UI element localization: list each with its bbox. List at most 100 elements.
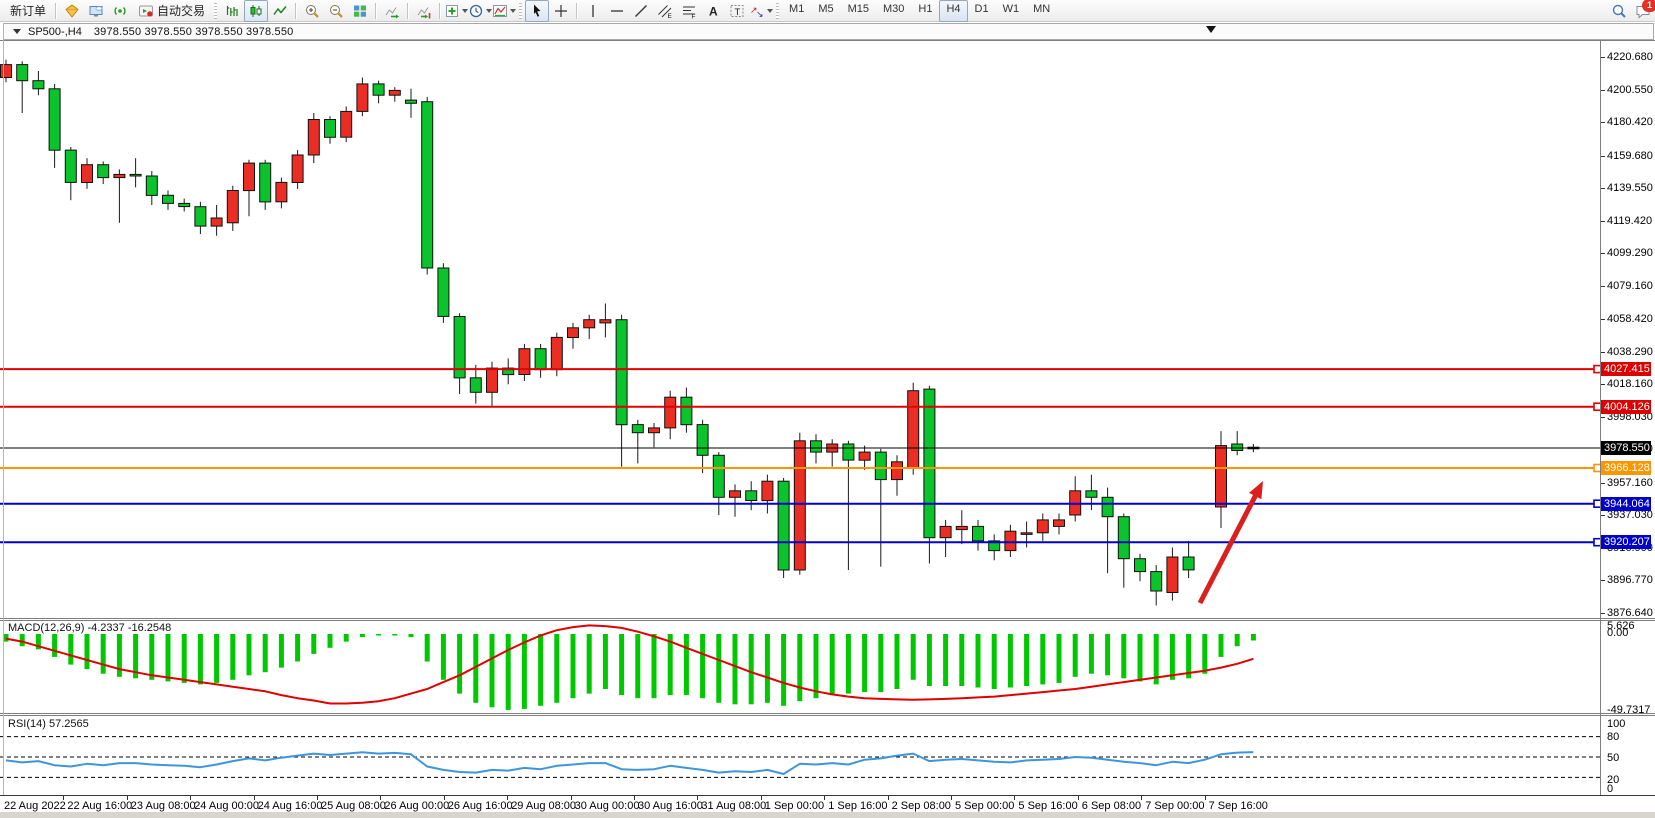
virtual-hosting-button[interactable] bbox=[84, 0, 108, 22]
candle-body bbox=[162, 194, 174, 204]
candle bbox=[826, 439, 839, 467]
channel-button[interactable]: E bbox=[653, 0, 677, 22]
svg-text:E: E bbox=[668, 13, 673, 19]
bar-chart-button[interactable] bbox=[220, 0, 244, 22]
trend-arrow-head[interactable] bbox=[1249, 481, 1263, 500]
candle bbox=[518, 343, 531, 381]
hline-handle[interactable] bbox=[1593, 463, 1600, 473]
horizontal-line-3944.064[interactable] bbox=[0, 499, 1600, 509]
rsi-axis-label: 20 bbox=[1607, 774, 1620, 786]
trend-arrow[interactable] bbox=[1197, 481, 1263, 605]
timeframe-m15-button[interactable]: M15 bbox=[847, 2, 869, 15]
candle-body bbox=[1036, 519, 1049, 534]
macd-histogram-bar bbox=[230, 634, 236, 680]
price-axis-tick bbox=[1601, 351, 1605, 353]
line-chart-button[interactable] bbox=[268, 0, 292, 22]
macd-histogram-bar bbox=[473, 634, 479, 703]
text-button[interactable]: A bbox=[701, 0, 725, 22]
trend-arrow-shaft[interactable] bbox=[1197, 490, 1260, 605]
horizontal-line-button[interactable] bbox=[605, 0, 629, 22]
macd-histogram-bar bbox=[635, 634, 641, 699]
horizontal-line-4004.126[interactable] bbox=[0, 402, 1600, 412]
macd-histogram-bar bbox=[214, 634, 220, 683]
tile-windows-button[interactable] bbox=[348, 0, 372, 22]
horizontal-line-4027.415[interactable] bbox=[0, 364, 1600, 374]
crosshair-icon bbox=[555, 4, 568, 17]
candle-body bbox=[388, 89, 401, 96]
horizontal-line-3920.207[interactable] bbox=[0, 537, 1600, 547]
rsi-label: RSI(14) 57.2565 bbox=[8, 718, 89, 730]
candle-body bbox=[615, 319, 628, 426]
macd-histogram-bar bbox=[959, 634, 965, 686]
candle-body bbox=[939, 525, 952, 539]
horizontal-line-3966.128[interactable] bbox=[0, 463, 1600, 473]
candle bbox=[1231, 431, 1244, 456]
timeframe-w1-button[interactable]: W1 bbox=[1002, 2, 1020, 15]
candle-body bbox=[97, 164, 110, 179]
hline-handle[interactable] bbox=[1593, 499, 1600, 509]
candle bbox=[1020, 521, 1033, 548]
chart-shift-marker-icon[interactable] bbox=[1206, 26, 1216, 33]
candle bbox=[437, 263, 450, 323]
timeframe-m1-button[interactable]: M1 bbox=[789, 2, 805, 15]
candle-body bbox=[81, 164, 93, 183]
hline-handle[interactable] bbox=[1593, 537, 1600, 547]
candle-body bbox=[437, 267, 450, 317]
candle-body bbox=[324, 119, 336, 138]
chart-title-bar: SP500-,H4 3978.550 3978.550 3978.550 397… bbox=[3, 23, 1654, 40]
timeframe-h4-button[interactable]: H4 bbox=[939, 0, 968, 22]
time-label: 25 Aug 08:00 bbox=[321, 800, 386, 812]
time-label: 26 Aug 16:00 bbox=[447, 800, 513, 812]
candlestick-button[interactable] bbox=[244, 0, 269, 22]
candle bbox=[858, 445, 871, 470]
label-button[interactable]: T bbox=[725, 0, 749, 22]
chart-shift-button[interactable] bbox=[412, 0, 436, 22]
auto-trading-button[interactable]: 自动交易 bbox=[132, 0, 211, 22]
collapse-chart-icon[interactable] bbox=[13, 29, 21, 34]
macd-histogram-bar bbox=[52, 634, 58, 657]
time-axis-tick bbox=[126, 796, 128, 800]
new-order-button[interactable]: 新订单 bbox=[4, 0, 52, 22]
candles-icon bbox=[248, 3, 264, 19]
rsi-axis-label: 100 bbox=[1607, 717, 1626, 730]
price-tick-label: 3876.640 bbox=[1607, 606, 1653, 619]
macd-histogram-bar bbox=[343, 634, 349, 642]
mql5-community-button[interactable] bbox=[60, 0, 84, 22]
cursor-button[interactable] bbox=[525, 0, 550, 22]
indicators-button[interactable] bbox=[492, 0, 517, 22]
arrows-button[interactable]: ↗ ↘ bbox=[749, 0, 774, 22]
svg-text:↘: ↘ bbox=[756, 9, 764, 19]
hline-handle[interactable] bbox=[1593, 402, 1600, 412]
timeframe-mn-button[interactable]: MN bbox=[1033, 2, 1051, 15]
auto-scroll-button[interactable] bbox=[380, 0, 404, 22]
timeframe-h1-button[interactable]: H1 bbox=[918, 2, 933, 15]
macd-histogram-bar bbox=[262, 634, 268, 673]
time-axis-tick bbox=[1077, 796, 1079, 800]
crosshair-button[interactable] bbox=[549, 0, 573, 22]
search-button[interactable] bbox=[1607, 0, 1631, 22]
candle bbox=[324, 116, 336, 144]
candle bbox=[307, 113, 320, 164]
time-axis-tick bbox=[1204, 796, 1206, 800]
hline-handle[interactable] bbox=[1593, 364, 1600, 374]
chat-button[interactable]: 1 bbox=[1631, 0, 1655, 22]
trendline-button[interactable] bbox=[629, 0, 653, 22]
new-chart-button[interactable] bbox=[444, 0, 469, 22]
candle-body bbox=[16, 64, 29, 82]
period-button[interactable] bbox=[468, 0, 493, 22]
zoom-in-button[interactable] bbox=[300, 0, 324, 22]
fibonacci-button[interactable]: F bbox=[677, 0, 701, 22]
timeframe-m30-button[interactable]: M30 bbox=[883, 2, 905, 15]
candle-body bbox=[923, 388, 936, 539]
timeframe-d1-button[interactable]: D1 bbox=[974, 2, 989, 15]
signals-button[interactable] bbox=[108, 0, 132, 22]
candle bbox=[761, 474, 774, 514]
zoom-out-button[interactable] bbox=[324, 0, 348, 22]
left-edge-border bbox=[3, 23, 4, 795]
vertical-line-button[interactable] bbox=[581, 0, 605, 22]
timeframe-m5-button[interactable]: M5 bbox=[818, 2, 834, 15]
macd-histogram-bar bbox=[392, 634, 398, 636]
channel-icon: E bbox=[658, 4, 673, 19]
candle bbox=[939, 519, 952, 557]
candle bbox=[243, 159, 255, 217]
